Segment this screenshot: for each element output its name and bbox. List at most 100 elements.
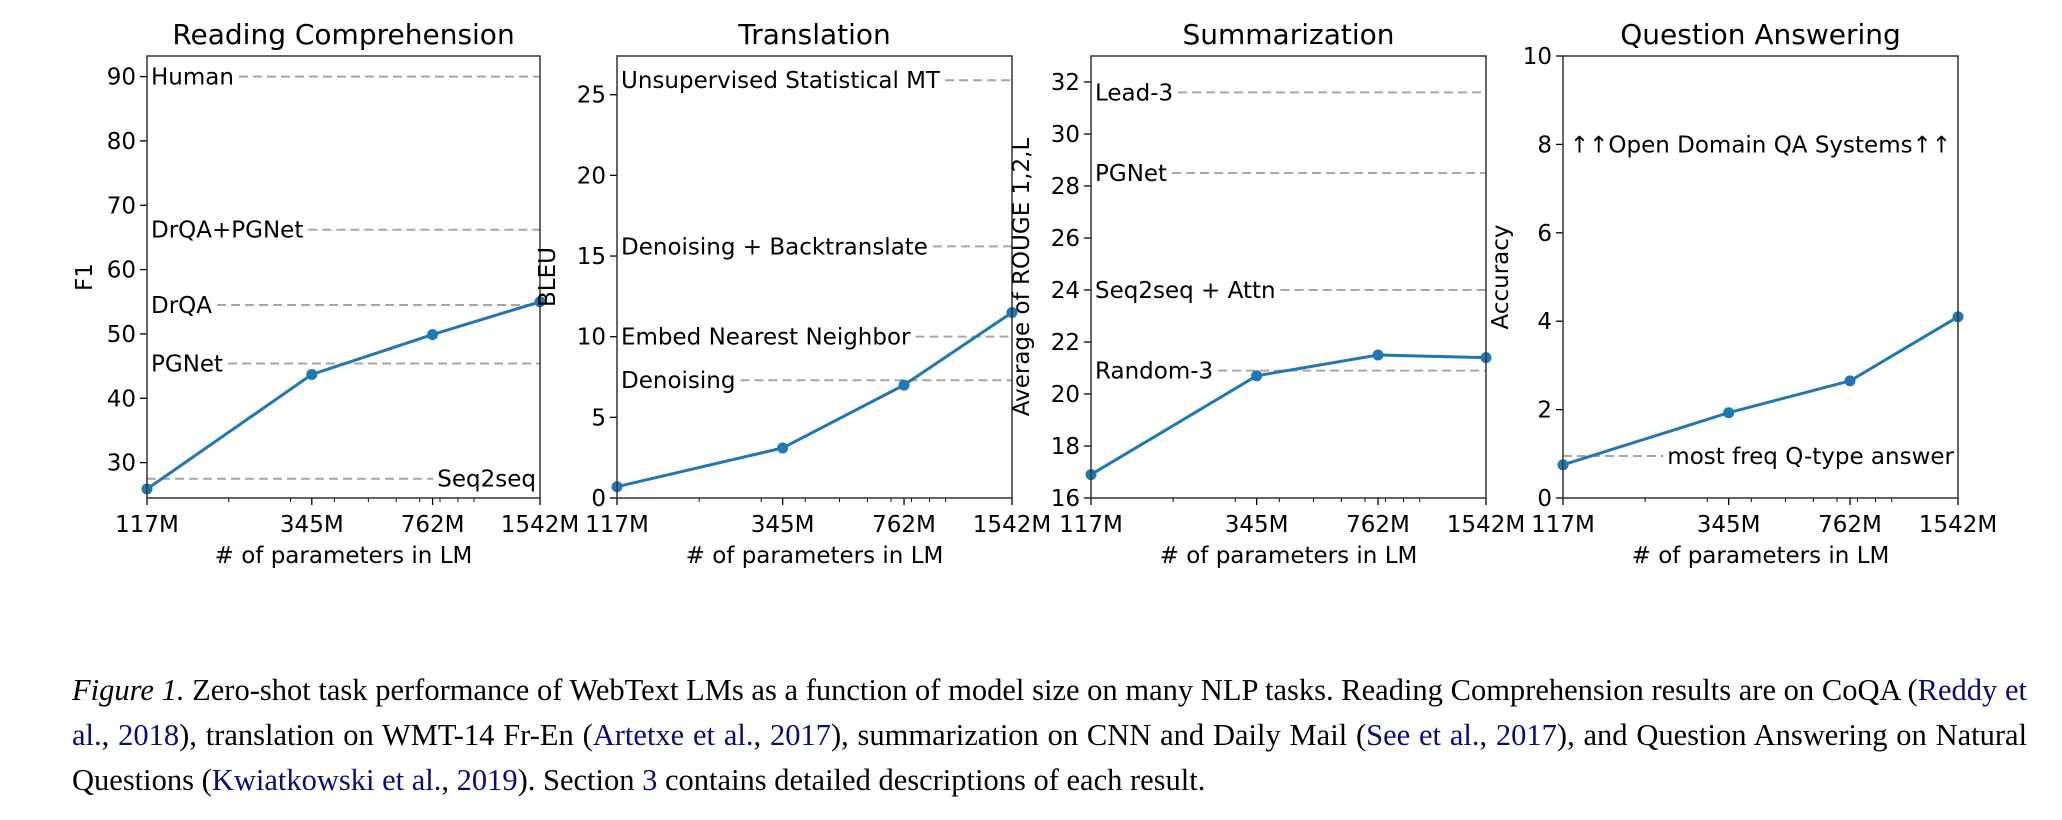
data-point bbox=[1251, 370, 1263, 382]
y-tick-label: 60 bbox=[107, 258, 136, 284]
y-tick-label: 30 bbox=[107, 451, 136, 477]
caption-text: ), summarization on CNN and Daily Mail ( bbox=[830, 718, 1367, 752]
x-axis-label: # of parameters in LM bbox=[1160, 543, 1418, 569]
y-tick-label: 40 bbox=[107, 386, 136, 412]
y-tick-label: 32 bbox=[1051, 70, 1080, 96]
series-line bbox=[1562, 315, 1959, 467]
x-tick-label: 345M bbox=[1225, 512, 1289, 538]
plot-frame bbox=[146, 55, 541, 499]
x-tick-label: 762M bbox=[1818, 512, 1882, 538]
reference-label: Lead-3 bbox=[1095, 80, 1173, 106]
caption-text: Zero-shot task performance of WebText LM… bbox=[184, 673, 1918, 707]
x-tick-label: 345M bbox=[751, 512, 815, 538]
caption-text: , bbox=[1479, 718, 1496, 752]
y-tick-label: 80 bbox=[107, 129, 136, 155]
x-tick-label: 1542M bbox=[501, 512, 579, 538]
y-tick-label: 28 bbox=[1051, 174, 1080, 200]
citation-link[interactable]: Kwiatkowski et al. bbox=[211, 763, 442, 797]
caption-text: , bbox=[441, 763, 457, 797]
reference-label: ↑↑Open Domain QA Systems↑↑ bbox=[1570, 132, 1951, 158]
y-tick-label: 50 bbox=[107, 322, 136, 348]
citation-link[interactable]: 2019 bbox=[456, 763, 518, 797]
reference-label: PGNet bbox=[151, 352, 223, 378]
x-tick-label: 1542M bbox=[973, 512, 1051, 538]
x-axis-label: # of parameters in LM bbox=[686, 543, 944, 569]
y-axis-label: BLEU bbox=[535, 247, 561, 307]
reference-label: DrQA bbox=[151, 293, 212, 319]
caption-text: ). Section bbox=[517, 763, 643, 797]
reference-label: Embed Nearest Neighbor bbox=[621, 325, 911, 351]
y-tick-label: 90 bbox=[107, 65, 136, 91]
data-point bbox=[306, 368, 318, 380]
y-tick-label: 25 bbox=[577, 83, 606, 109]
x-tick-label: 117M bbox=[1059, 512, 1123, 538]
y-tick-label: 16 bbox=[1051, 486, 1080, 512]
caption-text: , bbox=[101, 718, 119, 752]
chart-4: Question Answering 0 2 4 6 8 10 117M 345M 762M 154… bbox=[1488, 18, 1997, 569]
caption-text: contains detailed descriptions of each r… bbox=[657, 763, 1206, 797]
series-line bbox=[146, 300, 541, 491]
x-tick-label: 117M bbox=[115, 512, 179, 538]
data-point bbox=[1844, 375, 1856, 387]
data-point bbox=[1372, 349, 1384, 361]
x-axis-label: # of parameters in LM bbox=[1632, 543, 1890, 569]
citation-link[interactable]: See et al. bbox=[1366, 718, 1480, 752]
plot-frame bbox=[616, 55, 1013, 499]
reference-label: Seq2seq bbox=[437, 467, 536, 493]
y-tick-label: 70 bbox=[107, 193, 136, 219]
y-tick-label: 15 bbox=[577, 244, 606, 270]
citation-link[interactable]: 2017 bbox=[769, 718, 831, 752]
chart-3: Summarization 16 18 20 22 24 26 28 30 32 117M 345M 7… bbox=[1009, 18, 1525, 569]
reference-label: Unsupervised Statistical MT bbox=[621, 68, 941, 94]
y-axis-label: F1 bbox=[72, 263, 98, 291]
data-point bbox=[427, 329, 439, 341]
reference-label: PGNet bbox=[1095, 161, 1167, 187]
y-tick-label: 30 bbox=[1051, 122, 1080, 148]
series-line bbox=[1090, 353, 1487, 476]
caption-text: ), translation on WMT-14 Fr-En ( bbox=[179, 718, 593, 752]
x-tick-label: 762M bbox=[1346, 512, 1410, 538]
reference-label: Random-3 bbox=[1095, 359, 1213, 385]
y-axis-label: Accuracy bbox=[1488, 224, 1514, 329]
y-tick-label: 8 bbox=[1537, 132, 1552, 158]
chart-title: Reading Comprehension bbox=[172, 18, 514, 51]
citation-link[interactable]: Reddy et al. bbox=[72, 673, 2027, 752]
x-tick-label: 117M bbox=[1531, 512, 1595, 538]
citation-link[interactable]: 2018 bbox=[118, 718, 180, 752]
reference-label: Denoising + Backtranslate bbox=[621, 234, 928, 260]
chart-2: Translation 0 5 10 15 20 25 117M 345M 762M 1542M # … bbox=[535, 18, 1051, 569]
x-tick-label: 345M bbox=[280, 512, 344, 538]
reference-label: DrQA+PGNet bbox=[151, 218, 303, 244]
caption-text: ), and Question Answering on Natural Que… bbox=[72, 718, 2028, 797]
y-tick-label: 26 bbox=[1051, 226, 1080, 252]
reference-label: Human bbox=[151, 65, 234, 91]
chart-title: Translation bbox=[737, 18, 891, 51]
y-tick-label: 0 bbox=[1537, 486, 1552, 512]
x-tick-label: 1542M bbox=[1919, 512, 1997, 538]
data-point bbox=[898, 379, 910, 391]
y-tick-label: 5 bbox=[591, 405, 606, 431]
data-point bbox=[1723, 407, 1735, 419]
x-tick-label: 345M bbox=[1697, 512, 1761, 538]
y-tick-label: 2 bbox=[1537, 398, 1552, 424]
y-tick-label: 4 bbox=[1537, 309, 1552, 335]
y-tick-label: 22 bbox=[1051, 330, 1080, 356]
series-line bbox=[616, 311, 1013, 489]
y-tick-label: 20 bbox=[577, 163, 606, 189]
caption-text: , bbox=[753, 718, 770, 752]
y-tick-label: 20 bbox=[1051, 382, 1080, 408]
x-axis-label: # of parameters in LM bbox=[215, 543, 473, 569]
y-axis-label: Average of ROUGE 1,2,L bbox=[1009, 138, 1035, 417]
chart-title: Question Answering bbox=[1620, 18, 1901, 51]
x-tick-label: 117M bbox=[585, 512, 649, 538]
reference-label: Seq2seq + Attn bbox=[1095, 278, 1276, 304]
citation-link[interactable]: Artetxe et al. bbox=[592, 718, 754, 752]
citation-link[interactable]: 3 bbox=[642, 763, 658, 797]
y-tick-label: 0 bbox=[591, 486, 606, 512]
caption-label: Figure 1. bbox=[72, 673, 185, 707]
reference-label: Denoising bbox=[621, 368, 735, 394]
citation-link[interactable]: 2017 bbox=[1495, 718, 1557, 752]
x-tick-label: 762M bbox=[872, 512, 936, 538]
y-tick-label: 18 bbox=[1051, 434, 1080, 460]
y-tick-label: 10 bbox=[1523, 44, 1552, 70]
